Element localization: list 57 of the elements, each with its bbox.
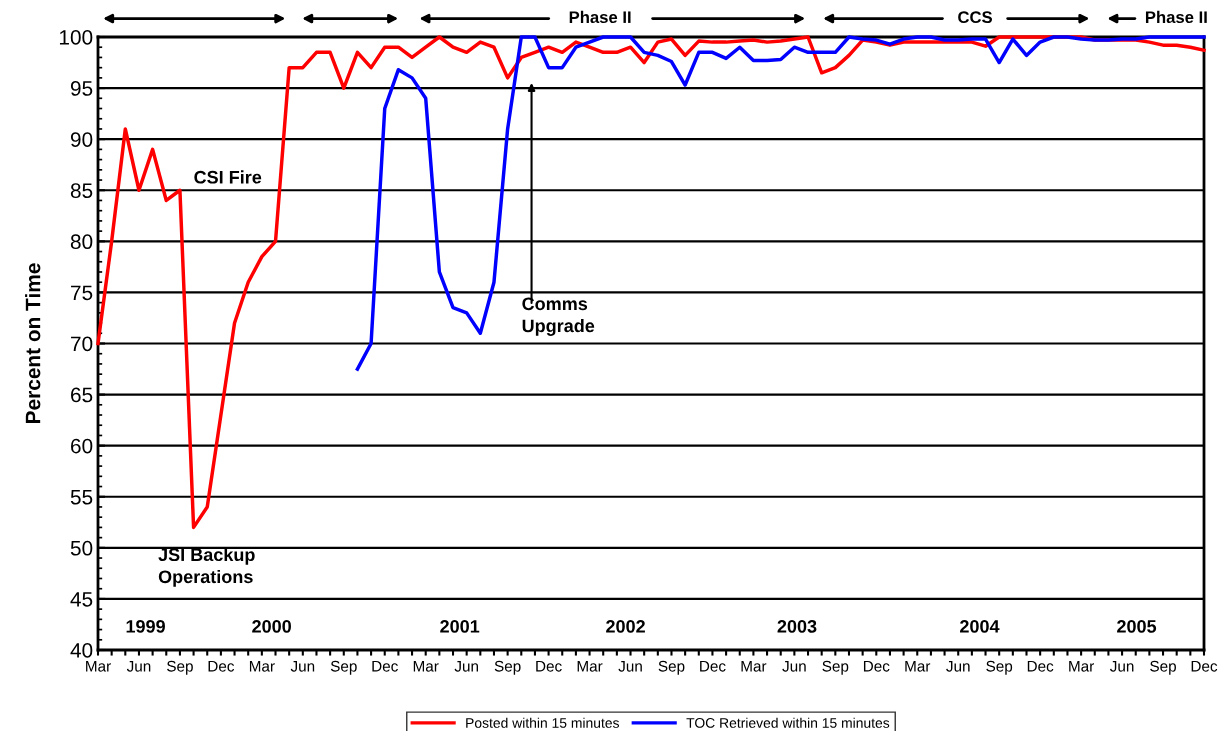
x-tick-label: Mar: [249, 660, 275, 672]
x-tick-label: Sep: [1150, 660, 1176, 675]
legend-label: TOC Retrieved within 15 minutes: [686, 717, 890, 728]
x-tick-label: Mar: [905, 660, 931, 672]
y-tick-label: 80: [70, 234, 93, 250]
x-tick-label: Mar: [1069, 660, 1095, 672]
x-tick-label: Jun: [126, 660, 151, 672]
annotation: 2002: [606, 619, 645, 633]
x-tick-label: Dec: [863, 660, 890, 672]
x-tick-label: Sep: [330, 660, 357, 675]
x-tick-label: Dec: [1027, 660, 1054, 672]
x-tick-label: Jun: [290, 660, 315, 672]
x-tick-label: Dec: [1191, 660, 1218, 672]
x-tick-label: Sep: [167, 660, 193, 675]
annotation: 2004: [960, 619, 1000, 633]
y-tick-label: 85: [70, 183, 93, 198]
x-tick-label: Dec: [372, 660, 398, 672]
annotation: Comms Upgrade: [522, 297, 595, 336]
y-tick-label: 65: [71, 387, 93, 403]
x-tick-label: Jun: [946, 660, 970, 672]
annotation: 2003: [777, 619, 817, 633]
line-series: [355, 35, 1206, 371]
annotation: CSI Fire: [194, 170, 262, 184]
x-tick-label: Jun: [454, 660, 478, 672]
y-tick-label: 45: [70, 592, 93, 607]
y-tick-label: 100: [59, 30, 93, 45]
y-tick-label: 60: [71, 438, 93, 454]
annotation: 2000: [252, 619, 291, 633]
y-tick-label: 40: [70, 643, 93, 658]
x-tick-label: Dec: [208, 660, 235, 672]
x-tick-label: Mar: [86, 660, 111, 672]
x-tick-label: Mar: [413, 660, 439, 672]
x-tick-label: Sep: [986, 660, 1013, 675]
annotation: 2005: [1117, 619, 1157, 633]
y-tick-label: 50: [70, 540, 93, 556]
y-tick-label: 75: [71, 285, 93, 301]
annotation: 2001: [440, 619, 480, 633]
x-tick-label: Jun: [618, 660, 642, 672]
x-tick-label: Dec: [700, 660, 726, 672]
annotation: 1999: [126, 619, 165, 633]
x-tick-label: Sep: [822, 660, 849, 675]
y-tick-label: 70: [71, 336, 93, 352]
x-tick-label: Jun: [782, 660, 806, 672]
x-tick-label: Mar: [741, 660, 767, 672]
legend-label: Posted within 15 minutes: [466, 717, 619, 728]
y-tick-label: 90: [70, 132, 93, 147]
text: Phase II: [569, 10, 631, 24]
x-tick-label: Jun: [1110, 660, 1134, 672]
x-tick-label: Sep: [658, 660, 685, 675]
text: Phase II: [1145, 10, 1207, 24]
y-tick-label: 95: [70, 81, 93, 96]
x-tick-label: Dec: [536, 660, 562, 672]
x-tick-label: Mar: [577, 660, 603, 672]
y-axis-title: Percent on Time: [25, 263, 41, 423]
y-tick-label: 55: [70, 489, 93, 505]
text: CCS: [958, 11, 992, 24]
x-tick-label: Sep: [494, 660, 521, 675]
